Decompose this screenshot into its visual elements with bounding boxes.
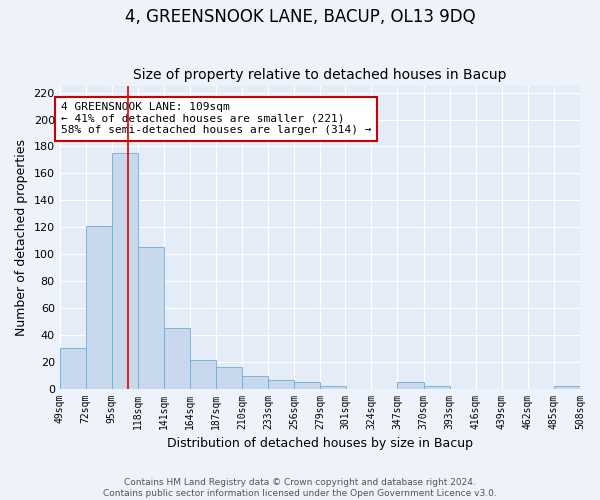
- Bar: [164, 328, 190, 388]
- Bar: [554, 386, 580, 388]
- Bar: [397, 382, 424, 388]
- Title: Size of property relative to detached houses in Bacup: Size of property relative to detached ho…: [133, 68, 506, 82]
- Text: Contains HM Land Registry data © Crown copyright and database right 2024.
Contai: Contains HM Land Registry data © Crown c…: [103, 478, 497, 498]
- Bar: [320, 386, 346, 388]
- Bar: [190, 360, 216, 388]
- Bar: [216, 367, 242, 388]
- Y-axis label: Number of detached properties: Number of detached properties: [15, 138, 28, 336]
- Bar: [59, 348, 86, 389]
- Bar: [268, 380, 295, 388]
- Bar: [86, 226, 112, 388]
- Bar: [424, 386, 449, 388]
- Bar: [112, 153, 138, 388]
- Bar: [295, 382, 320, 388]
- Bar: [242, 376, 268, 388]
- Text: 4 GREENSNOOK LANE: 109sqm
← 41% of detached houses are smaller (221)
58% of semi: 4 GREENSNOOK LANE: 109sqm ← 41% of detac…: [61, 102, 371, 136]
- Text: 4, GREENSNOOK LANE, BACUP, OL13 9DQ: 4, GREENSNOOK LANE, BACUP, OL13 9DQ: [125, 8, 475, 26]
- Bar: [138, 248, 164, 388]
- X-axis label: Distribution of detached houses by size in Bacup: Distribution of detached houses by size …: [167, 437, 473, 450]
